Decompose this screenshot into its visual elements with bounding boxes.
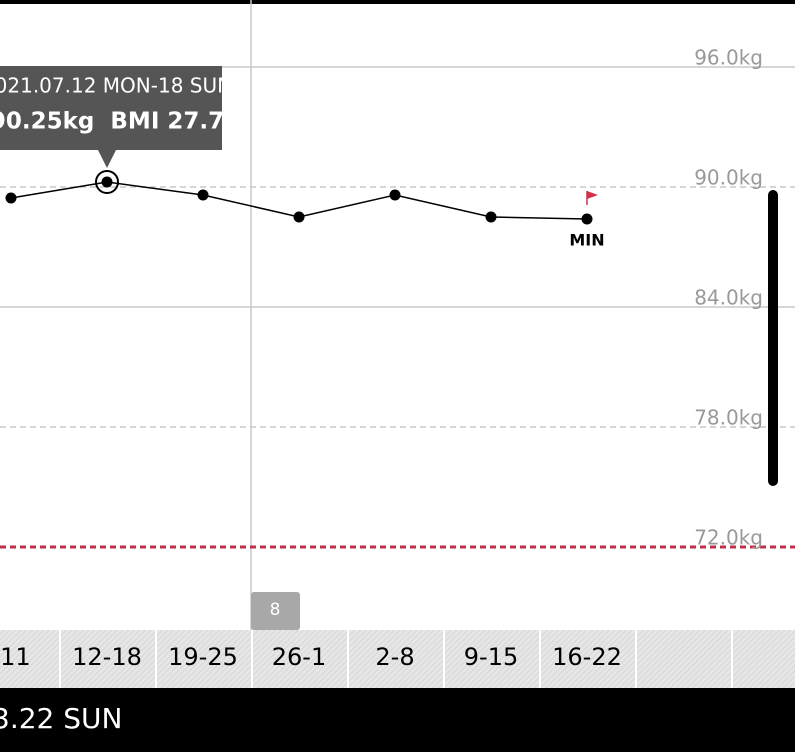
y-tick-label: 84.0kg [694,286,763,310]
data-point [581,213,593,225]
footer-bar [0,688,795,752]
scrollbar[interactable] [768,190,778,486]
y-tick-label: 96.0kg [694,46,763,70]
min-label: MIN [569,231,604,250]
x-tick-label: -11 [0,643,31,671]
data-point [293,211,305,223]
data-point [485,211,497,223]
footer-date: 3.22 SUN [0,702,122,735]
tooltip-box [0,66,222,168]
month-tab [251,592,300,630]
data-point [101,176,113,188]
data-point [389,189,401,201]
x-tick-label: 26-1 [272,643,326,671]
x-tick-label: 9-15 [464,643,518,671]
x-tick-label: 2-8 [375,643,414,671]
y-tick-label: 90.0kg [694,166,763,190]
x-tick-label: 16-22 [552,643,622,671]
tooltip-title: 2021.07.12 MON-18 SUN [0,74,232,98]
x-axis-strip [0,630,795,688]
y-tick-label: 72.0kg [694,526,763,550]
x-tick-label: 12-18 [72,643,142,671]
month-tab-label: 8 [270,600,281,620]
data-point [5,192,17,204]
tooltip-text: 90.25kg BMI 27.7 [0,109,224,135]
x-tick-label: 19-25 [168,643,238,671]
y-tick-label: 78.0kg [694,406,763,430]
selected-ring [95,170,119,194]
top-border [0,0,795,4]
data-point [197,189,209,201]
flag [587,191,598,199]
